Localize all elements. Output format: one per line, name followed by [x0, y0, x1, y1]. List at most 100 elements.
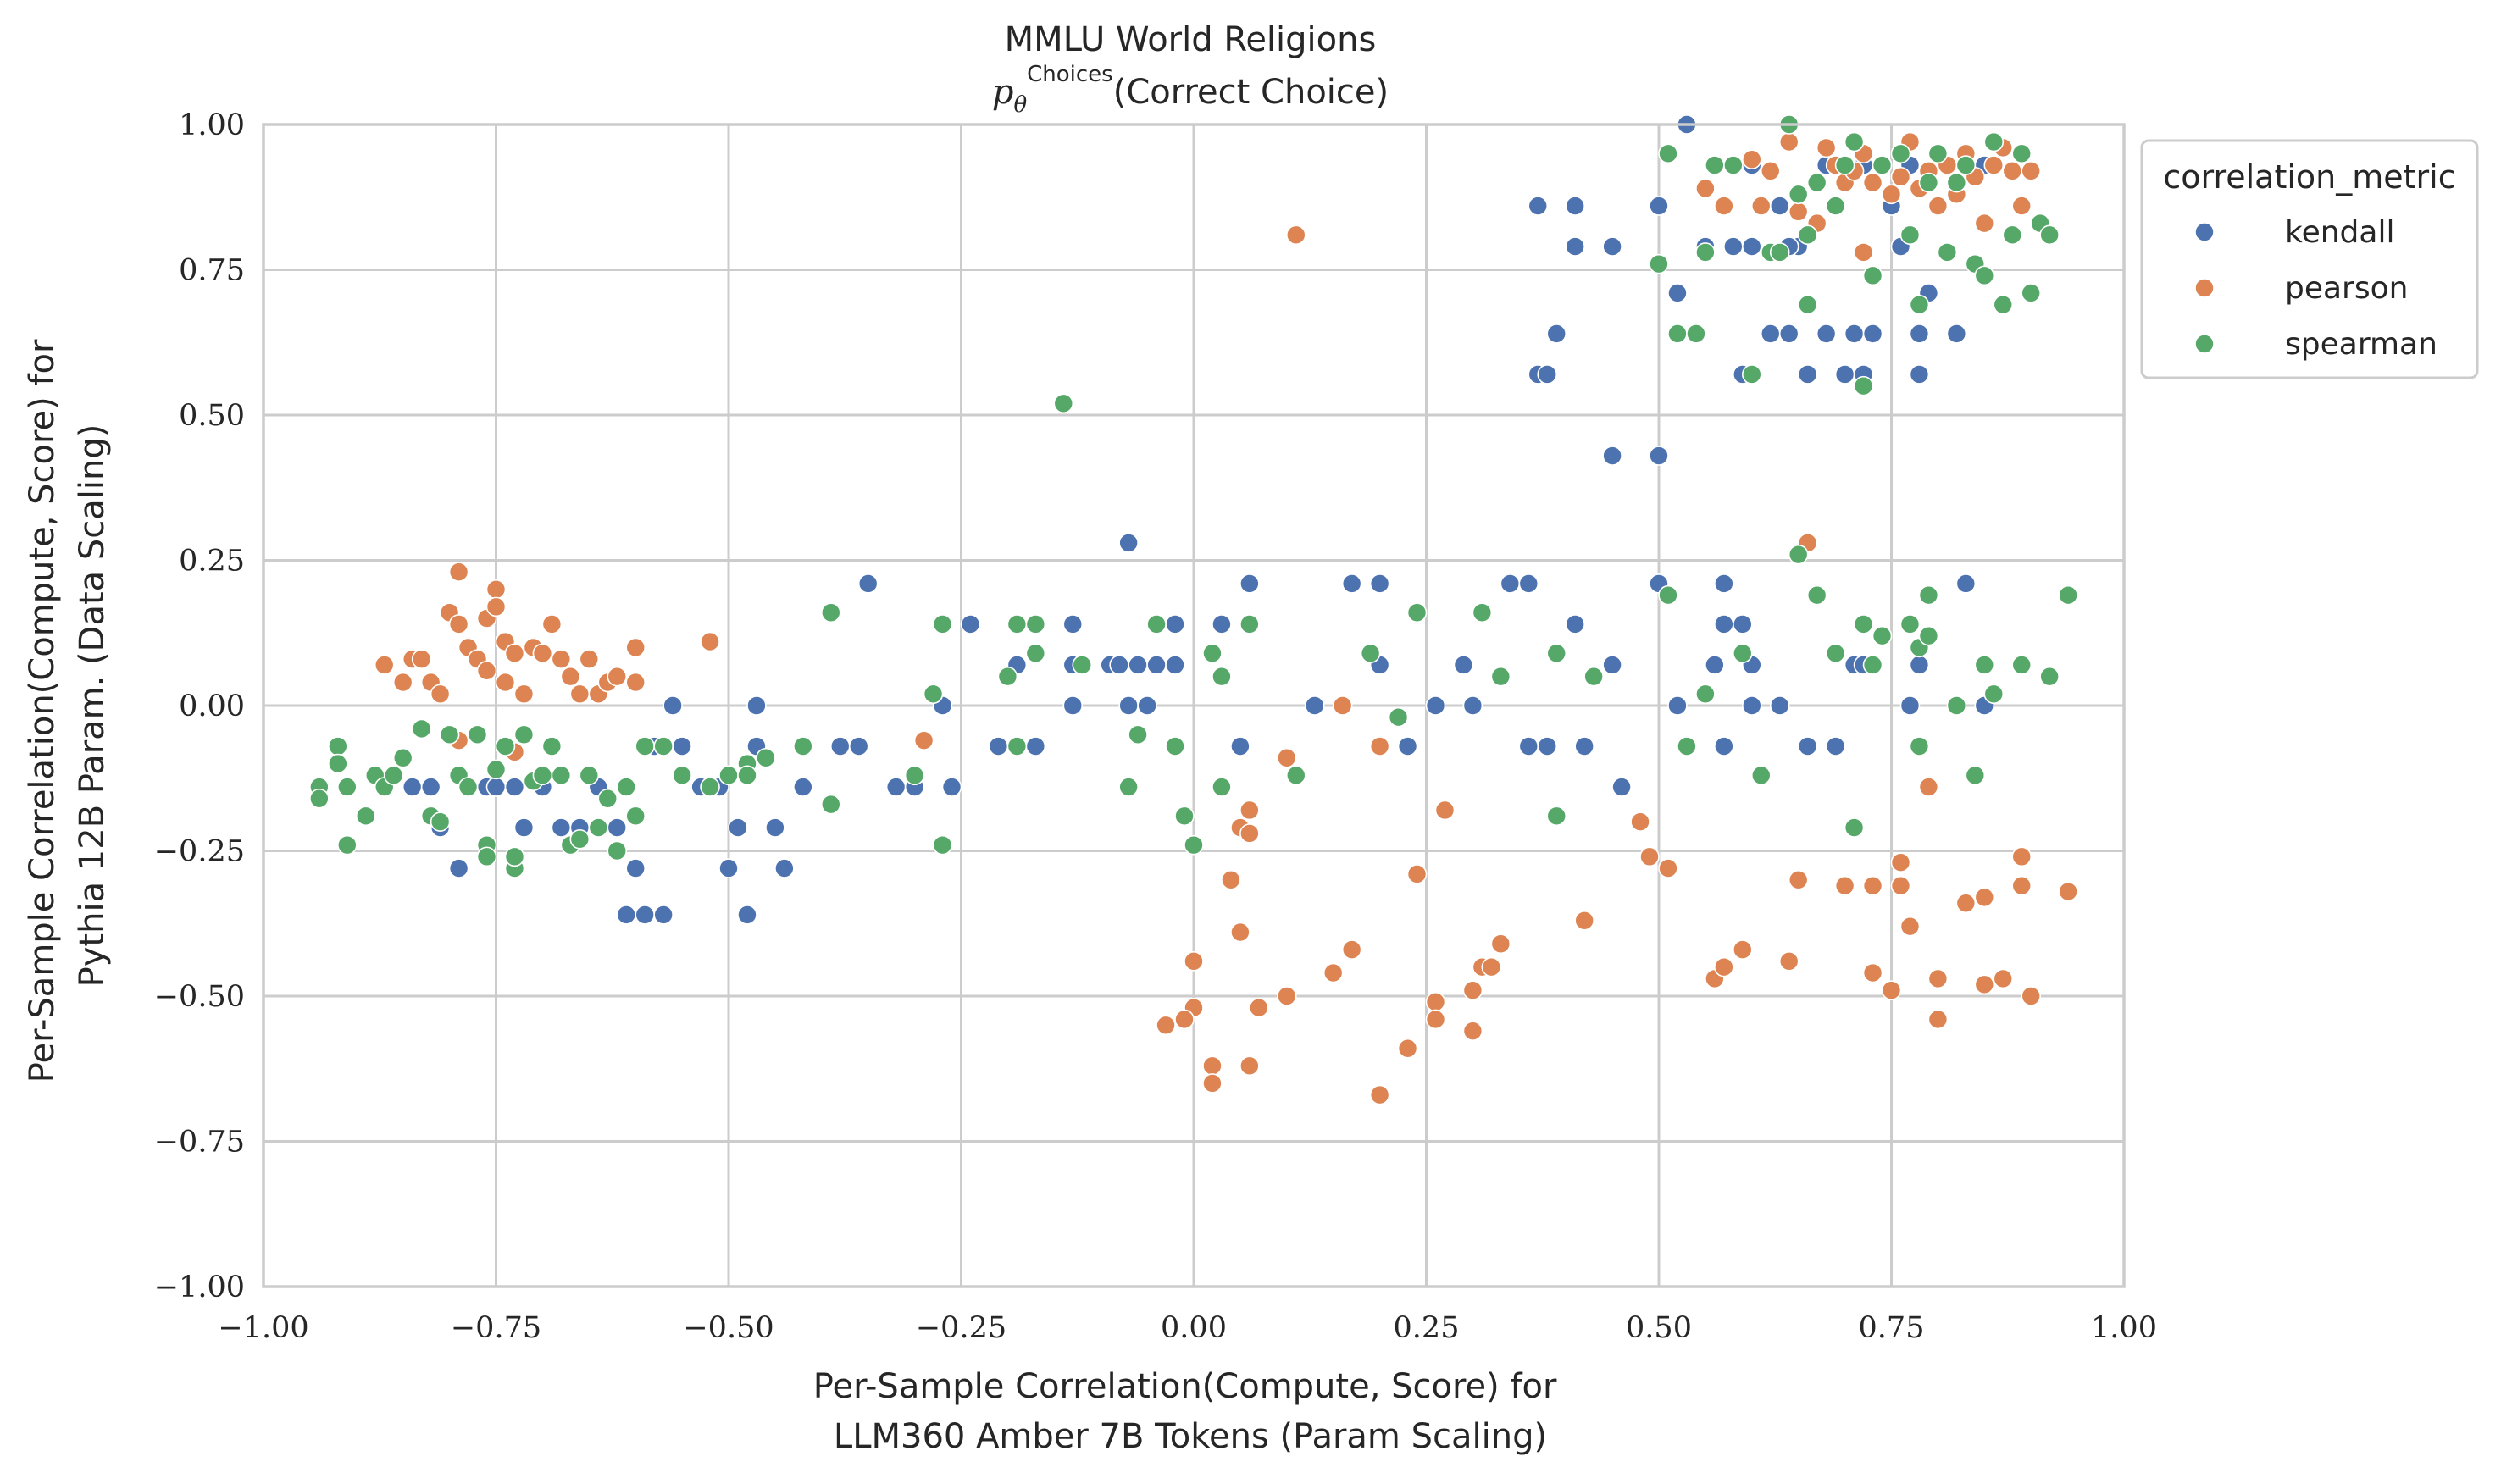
spearman-point [1974, 265, 1995, 286]
pearson-point [2021, 161, 2041, 181]
kendall-point [960, 614, 981, 634]
spearman-point [1797, 224, 1818, 246]
spearman-point [1844, 131, 1865, 152]
spearman-point [1212, 666, 1232, 687]
kendall-point [1769, 695, 1790, 716]
pearson-point [1927, 1009, 1949, 1030]
spearman-point [1750, 765, 1772, 786]
spearman-point [337, 834, 358, 856]
pearson-point [448, 614, 469, 634]
pearson-point [504, 643, 525, 664]
pearson-point [1156, 1015, 1176, 1036]
pearson-point [2002, 161, 2023, 181]
spearman-point [1184, 834, 1204, 856]
kendall-point [1909, 655, 1930, 675]
kendall-point [1797, 736, 1818, 756]
kendall-point [1500, 573, 1521, 594]
kendall-point [1667, 283, 1688, 303]
kendall-point [1955, 573, 1977, 594]
pearson-point [1853, 242, 1874, 263]
pearson-point [1332, 695, 1353, 716]
kendall-point [1797, 364, 1818, 385]
kendall-point [829, 736, 851, 756]
kendall-point [941, 777, 962, 797]
kendall-point [1165, 614, 1185, 634]
spearman-point [1686, 324, 1706, 344]
legend-label-spearman: spearman [2285, 327, 2437, 362]
pearson-point [1481, 956, 1502, 977]
pearson-point [579, 649, 600, 669]
y-tick-label: 0.50 [179, 399, 245, 433]
pearson-point [1778, 951, 1800, 972]
kendall-point [1128, 655, 1148, 675]
kendall-point [1760, 324, 1781, 344]
kendall-point [607, 817, 628, 838]
kendall-point [848, 736, 869, 756]
spearman-point [328, 736, 348, 756]
kendall-point [774, 858, 795, 878]
pearson-point [1174, 1009, 1195, 1030]
pearson-point [2011, 846, 2032, 867]
spearman-point [1128, 724, 1148, 745]
pearson-point [1927, 968, 1949, 989]
y-tick-label: 0.25 [179, 545, 245, 579]
kendall-point [1062, 695, 1084, 716]
spearman-point [1072, 655, 1093, 675]
spearman-point [1825, 643, 1846, 664]
kendall-point [635, 905, 655, 925]
pearson-point [1639, 846, 1660, 867]
spearman-point [2021, 283, 2041, 303]
pearson-point [476, 661, 497, 681]
pearson-point [1750, 196, 1772, 216]
kendall-point [1816, 324, 1837, 344]
pearson-point [1983, 155, 2005, 175]
kendall-point [765, 817, 785, 838]
spearman-point [1965, 765, 1986, 786]
spearman-point [1927, 143, 1949, 164]
spearman-point [1053, 393, 1074, 414]
pearson-point [374, 655, 395, 675]
spearman-point [1658, 143, 1678, 164]
kendall-point [402, 777, 423, 797]
kendall-point [1909, 364, 1930, 385]
kendall-point [1369, 573, 1390, 594]
pearson-point [1881, 184, 1902, 205]
spearman-point [588, 817, 609, 838]
kendall-point [1723, 236, 1744, 257]
spearman-point [932, 834, 953, 856]
spearman-point [1006, 614, 1028, 634]
kendall-point [1565, 614, 1585, 634]
pearson-point [1862, 172, 1883, 193]
pearson-point [430, 684, 451, 705]
spearman-point [541, 736, 563, 756]
spearman-point [2039, 666, 2060, 687]
subtitle-p: p [992, 73, 1014, 112]
kendall-point [420, 777, 441, 797]
x-axis-label-line2: LLM360 Amber 7B Tokens (Param Scaling) [834, 1417, 1547, 1456]
legend-label-kendall: kendall [2285, 215, 2394, 250]
spearman-point [1909, 736, 1930, 756]
kendall-point [1025, 736, 1046, 756]
pearson-point [513, 684, 535, 705]
spearman-point [1806, 172, 1827, 193]
spearman-point [2058, 584, 2078, 606]
spearman-point [513, 724, 535, 745]
spearman-point [1723, 155, 1744, 175]
y-tick-label: 1.00 [179, 108, 245, 142]
subtitle-text: (Correct Choice) [1113, 73, 1389, 112]
spearman-point [1742, 364, 1762, 385]
pearson-point [1202, 1073, 1223, 1094]
x-tick-label: −0.50 [683, 1311, 774, 1345]
legend-items: kendall pearson spearman [2194, 215, 2437, 362]
kendall-point [513, 817, 535, 838]
spearman-point [430, 811, 451, 833]
chart-subtitle: pθChoices(Correct Choice) [992, 62, 1389, 118]
kendall-point [1834, 364, 1855, 385]
kendall-point [1611, 777, 1632, 797]
pearson-point [700, 631, 720, 652]
pearson-point [1490, 933, 1511, 955]
kendall-point [1165, 655, 1185, 675]
pearson-point [1277, 747, 1297, 768]
pearson-point [1425, 992, 1446, 1012]
